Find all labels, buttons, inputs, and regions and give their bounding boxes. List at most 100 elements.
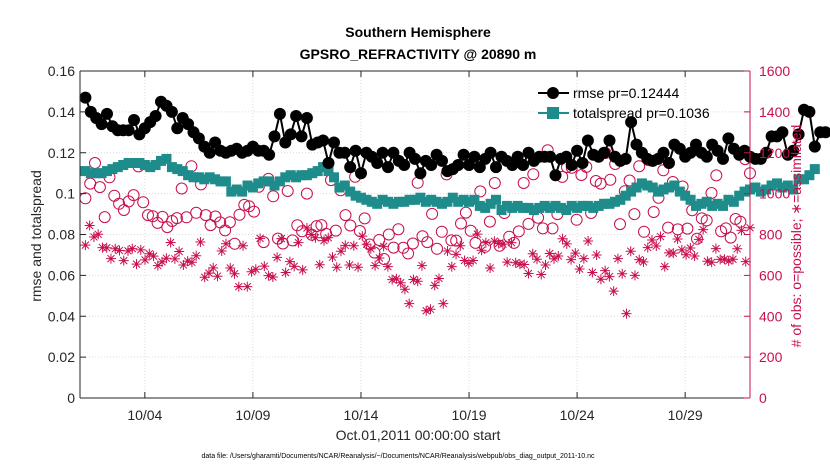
obs-possible-point — [406, 237, 419, 250]
obs-assimilated-point — [212, 271, 223, 282]
obs-possible-point — [431, 242, 443, 255]
totalspread-point — [701, 196, 712, 207]
totalspread-point — [755, 186, 766, 197]
totalspread-point — [712, 198, 723, 209]
obs-assimilated-point — [647, 235, 658, 246]
totalspread-point — [772, 178, 782, 189]
obs-possible-point — [223, 216, 236, 229]
totalspread-point — [518, 202, 529, 213]
totalspread-point — [609, 196, 620, 207]
obs-assimilated-point — [710, 243, 721, 254]
obs-assimilated-point — [382, 261, 393, 272]
totalspread-point — [242, 180, 253, 191]
y-right-tick-label: 1400 — [759, 104, 790, 120]
totalspread-point — [528, 205, 539, 215]
obs-assimilated-point — [263, 270, 274, 281]
obs-assimilated-point — [732, 243, 743, 254]
rmse-point — [776, 126, 789, 139]
obs-assimilated-point — [510, 257, 521, 268]
rmse-point — [263, 148, 276, 161]
totalspread-point — [172, 164, 183, 175]
obs-possible-point — [700, 214, 713, 227]
totalspread-point — [674, 186, 685, 197]
obs-assimilated-point — [284, 256, 295, 267]
obs-assimilated-point — [250, 264, 261, 275]
y-right-tick-label: 600 — [759, 267, 783, 283]
rmse-point — [625, 116, 638, 129]
totalspread-point — [469, 194, 480, 205]
totalspread-point — [107, 164, 118, 175]
obs-possible-point — [734, 215, 747, 228]
obs-assimilated-point — [161, 253, 172, 264]
obs-assimilated-point — [220, 238, 231, 249]
totalspread-point — [215, 176, 226, 187]
obs-assimilated-point — [293, 237, 304, 248]
y-right-tick-label: 200 — [759, 349, 783, 365]
obs-assimilated-point — [438, 298, 449, 309]
obs-assimilated-point — [259, 261, 270, 272]
x-tick-label: 10/14 — [343, 407, 378, 423]
totalspread-point — [301, 170, 312, 181]
rmse-point — [760, 146, 773, 159]
axes: 0 0.02 0.04 0.06 0.08 0.1 0.12 0.14 0.16 0 200 400 6… — [48, 63, 791, 423]
obs-possible-point — [199, 209, 212, 222]
rmse-point — [819, 126, 830, 139]
rmse-point — [436, 154, 448, 167]
obs-possible-point — [455, 217, 467, 230]
rmse-point — [290, 110, 303, 122]
totalspread-point — [809, 164, 820, 175]
rmse-point — [268, 130, 281, 143]
obs-assimilated-point — [105, 253, 116, 264]
obs-assimilated-point — [412, 276, 423, 287]
rmse-point — [284, 128, 297, 141]
totalspread-point — [620, 190, 631, 201]
obs-assimilated-point — [182, 256, 193, 267]
totalspread-point — [550, 200, 561, 211]
obs-assimilated-point — [702, 256, 713, 267]
rmse-point — [598, 146, 611, 159]
obs-assimilated-point — [638, 256, 649, 267]
totalspread-point — [599, 198, 610, 209]
rmse-point — [457, 148, 470, 161]
totalspread-point — [85, 168, 96, 179]
obs-assimilated-point — [698, 224, 709, 235]
obs-assimilated-point — [736, 225, 747, 236]
totalspread-point — [793, 174, 804, 185]
obs-assimilated-point — [178, 259, 189, 270]
totalspread-point — [139, 160, 150, 170]
obs-assimilated-point — [174, 246, 185, 257]
totalspread-point — [761, 184, 772, 195]
totalspread-point — [566, 200, 577, 211]
rmse-point — [300, 112, 313, 124]
totalspread-point — [512, 200, 523, 211]
obs-assimilated-point — [84, 220, 95, 231]
obs-possible-point — [329, 224, 342, 237]
obs-assimilated-point — [101, 242, 112, 253]
obs-assimilated-point — [502, 257, 513, 268]
totalspread-point — [691, 200, 701, 211]
obs-possible-point — [146, 210, 159, 223]
totalspread-point — [669, 180, 680, 191]
obs-possible-point — [281, 185, 294, 197]
totalspread-point — [577, 200, 588, 211]
obs-assimilated-point — [353, 262, 364, 273]
obs-assimilated-point — [199, 272, 210, 283]
obs-possible-point — [300, 187, 313, 200]
obs-assimilated-point — [110, 243, 121, 254]
totalspread-point — [150, 160, 161, 170]
totalspread-point — [458, 194, 469, 205]
obs-assimilated-point — [323, 232, 334, 243]
obs-possible-point — [233, 208, 246, 221]
totalspread-point — [210, 174, 221, 185]
totalspread-point — [750, 182, 761, 193]
totalspread-point — [280, 172, 291, 183]
totalspread-point — [685, 194, 696, 205]
rmse-point — [322, 157, 335, 169]
rmse-point — [317, 134, 330, 147]
totalspread-point — [739, 186, 750, 197]
y-tick-label: 0.14 — [48, 104, 75, 120]
obs-assimilated-point — [574, 264, 585, 275]
x-tick-label: 10/19 — [452, 407, 487, 423]
totalspread-point — [437, 198, 447, 209]
totalspread-point — [237, 186, 248, 197]
